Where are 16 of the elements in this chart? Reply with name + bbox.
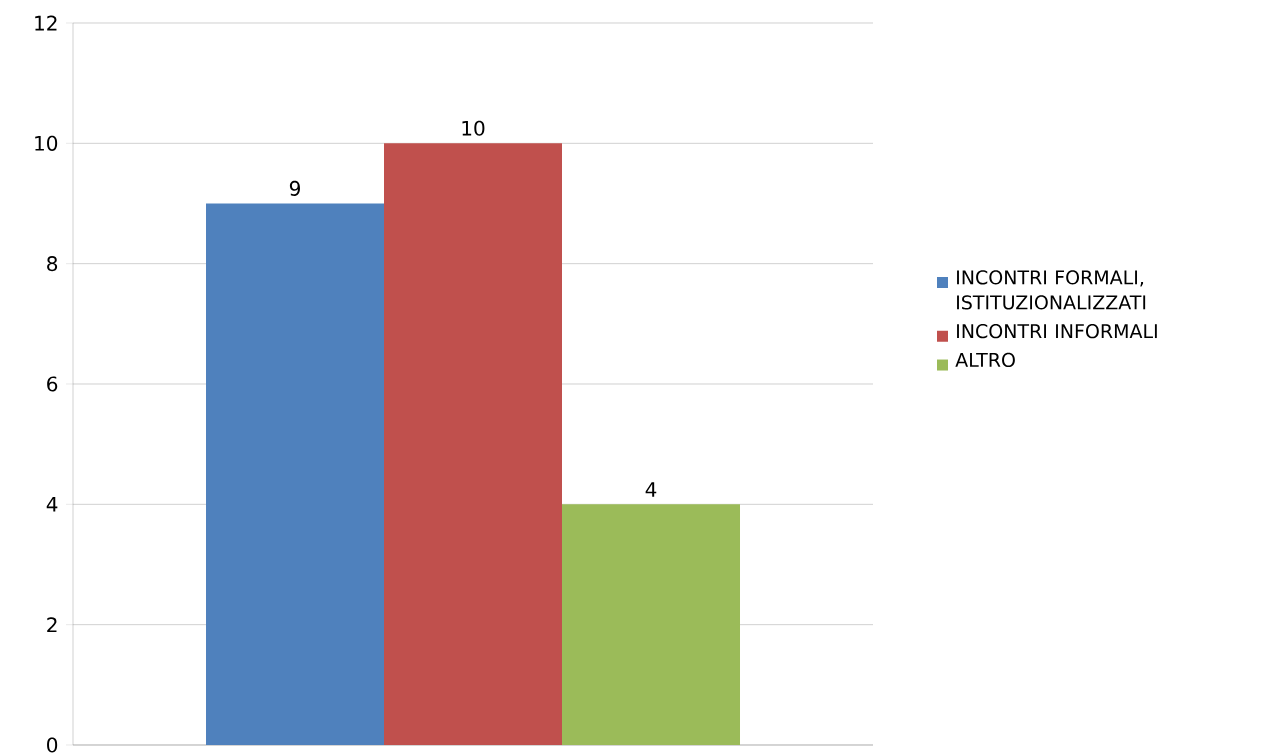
- y-tick-label: 6: [47, 376, 58, 392]
- legend-label: ALTRO: [955, 352, 1015, 368]
- legend-label: INCONTRI INFORMALI: [957, 323, 1157, 339]
- y-tick-label: 0: [47, 737, 58, 753]
- legend-label: INCONTRI FORMALI, ISTITUZIONALIZZATI: [957, 270, 1146, 310]
- y-tick-label: 12: [35, 15, 57, 31]
- data-label: 9: [289, 180, 300, 196]
- data-label: 10: [462, 120, 485, 136]
- y-tick-label: 10: [35, 135, 58, 151]
- y-tick-label: 8: [47, 256, 58, 272]
- bar: [206, 203, 385, 745]
- data-label: 4: [645, 482, 657, 497]
- bar: [384, 143, 563, 745]
- bar: [562, 504, 741, 745]
- y-tick-label: 4: [46, 497, 58, 512]
- y-tick-label: 2: [47, 617, 57, 633]
